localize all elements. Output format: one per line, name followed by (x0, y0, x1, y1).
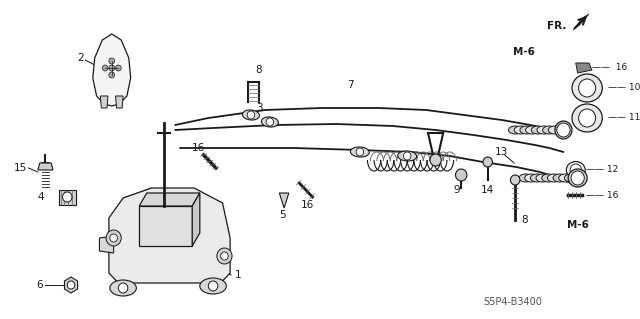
Text: M-6: M-6 (513, 47, 534, 57)
Ellipse shape (200, 278, 227, 294)
Text: 13: 13 (495, 147, 509, 157)
Text: 8: 8 (521, 215, 527, 225)
Ellipse shape (519, 174, 532, 182)
Text: 16: 16 (192, 143, 205, 153)
Polygon shape (38, 163, 53, 170)
Ellipse shape (566, 161, 585, 179)
Polygon shape (116, 96, 123, 108)
Ellipse shape (541, 174, 555, 182)
Text: 16: 16 (301, 200, 314, 210)
Circle shape (456, 169, 467, 181)
Text: 4: 4 (38, 192, 45, 202)
Polygon shape (192, 193, 200, 246)
Circle shape (109, 65, 115, 71)
Circle shape (483, 157, 492, 167)
Text: ——  16: —— 16 (592, 63, 627, 71)
Ellipse shape (572, 74, 602, 102)
Circle shape (106, 230, 121, 246)
Polygon shape (93, 34, 131, 106)
Ellipse shape (564, 174, 578, 182)
Circle shape (557, 123, 570, 137)
Text: 9: 9 (453, 185, 460, 195)
Text: 2: 2 (77, 53, 84, 63)
Circle shape (579, 79, 596, 97)
Polygon shape (280, 193, 289, 208)
Circle shape (430, 154, 442, 166)
Ellipse shape (525, 126, 539, 134)
Polygon shape (65, 277, 77, 293)
Circle shape (118, 283, 128, 293)
Circle shape (403, 152, 411, 160)
Ellipse shape (520, 126, 533, 134)
Text: 3: 3 (256, 103, 262, 113)
Ellipse shape (537, 126, 550, 134)
Text: 15: 15 (14, 163, 28, 173)
Text: 7: 7 (347, 80, 354, 90)
Circle shape (511, 175, 520, 185)
Circle shape (102, 65, 108, 71)
Text: 6: 6 (36, 280, 43, 290)
Circle shape (571, 171, 584, 185)
Ellipse shape (350, 147, 369, 157)
Polygon shape (573, 14, 589, 30)
Circle shape (579, 109, 596, 127)
Text: S5P4-B3400: S5P4-B3400 (483, 297, 542, 307)
Ellipse shape (261, 117, 278, 127)
Ellipse shape (572, 104, 602, 132)
Text: 8: 8 (256, 65, 262, 75)
Circle shape (356, 148, 364, 156)
Polygon shape (109, 188, 230, 283)
Text: 1: 1 (235, 270, 241, 280)
Ellipse shape (525, 174, 538, 182)
Circle shape (116, 65, 121, 71)
Polygon shape (100, 96, 108, 108)
Text: M-6: M-6 (567, 220, 589, 230)
Circle shape (266, 118, 274, 126)
Circle shape (63, 192, 72, 202)
Text: 5: 5 (279, 210, 285, 220)
Circle shape (110, 234, 117, 242)
Circle shape (221, 252, 228, 260)
Text: 14: 14 (481, 185, 494, 195)
Ellipse shape (514, 126, 527, 134)
Text: FR.: FR. (547, 21, 566, 31)
Circle shape (67, 281, 75, 289)
Ellipse shape (543, 126, 556, 134)
Ellipse shape (547, 174, 561, 182)
Circle shape (109, 58, 115, 64)
Ellipse shape (531, 126, 545, 134)
Circle shape (109, 72, 115, 78)
Polygon shape (59, 190, 76, 205)
Ellipse shape (110, 280, 136, 296)
Ellipse shape (568, 169, 587, 187)
Circle shape (247, 111, 255, 119)
Circle shape (217, 248, 232, 264)
Text: —— 12: —— 12 (586, 166, 618, 174)
Polygon shape (99, 236, 114, 253)
Ellipse shape (536, 174, 549, 182)
Polygon shape (140, 206, 192, 246)
Circle shape (209, 281, 218, 291)
Ellipse shape (553, 174, 566, 182)
Ellipse shape (531, 174, 543, 182)
Circle shape (570, 164, 582, 176)
Text: —— 11: —— 11 (608, 114, 640, 122)
Ellipse shape (559, 174, 572, 182)
Ellipse shape (509, 126, 522, 134)
Ellipse shape (243, 110, 259, 120)
Polygon shape (576, 63, 592, 73)
Ellipse shape (548, 126, 561, 134)
Ellipse shape (555, 121, 572, 139)
Ellipse shape (397, 151, 417, 161)
Text: —— 16: —— 16 (586, 190, 619, 199)
Polygon shape (140, 193, 200, 206)
Text: —— 10: —— 10 (608, 84, 640, 93)
